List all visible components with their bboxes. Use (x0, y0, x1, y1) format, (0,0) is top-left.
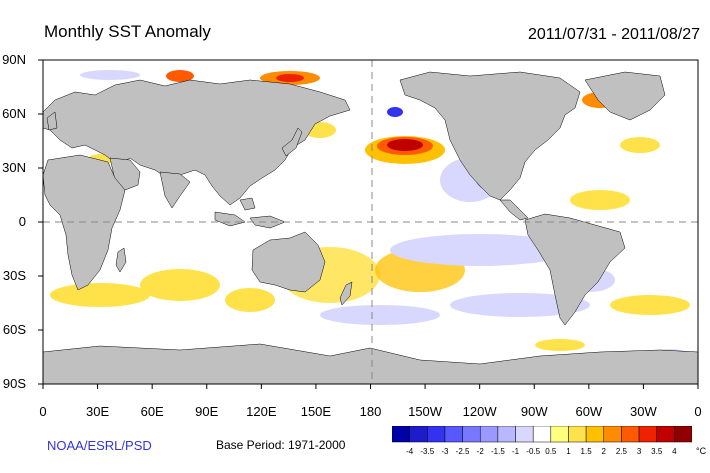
colorbar-swatch (568, 426, 587, 443)
colorbar-tick-label: -3 (441, 447, 449, 456)
colorbar-swatch (444, 426, 463, 443)
longitude-label: 180 (359, 404, 382, 419)
colorbar-swatch (674, 426, 692, 443)
colorbar-swatch (515, 426, 534, 443)
colorbar-swatch (462, 426, 481, 443)
antarctica-landmass (43, 343, 698, 384)
colorbar-swatch (392, 426, 410, 443)
colorbar-swatch (603, 426, 622, 443)
latitude-label: 90N (2, 52, 26, 67)
colorbar-tick-label: 2.5 (615, 447, 627, 456)
colorbar-swatch (638, 426, 657, 443)
north-america-landmass (399, 71, 581, 201)
colorbar-tick-label: 3.5 (651, 447, 663, 456)
madagascar (115, 247, 127, 273)
longitude-label: 120W (462, 404, 497, 419)
colorbar-swatch (550, 426, 569, 443)
colorbar-tick-label: -1 (511, 447, 520, 456)
british-isles (46, 111, 58, 131)
land-masses (43, 71, 698, 384)
longitude-label: 150W (408, 404, 443, 419)
colorbar-tick-label: -2.5 (455, 447, 470, 456)
longitude-label: 90E (195, 404, 219, 419)
longitude-label: 150E (300, 404, 332, 419)
longitude-label: 120E (246, 404, 277, 419)
colorbar (392, 426, 692, 443)
central-america (499, 199, 529, 221)
colorbar-tick-label: -1.5 (490, 447, 505, 456)
date-range: 2011/07/31 - 2011/08/27 (528, 26, 700, 43)
colorbar-swatch (656, 426, 675, 443)
colorbar-tick-label: -4 (406, 447, 414, 456)
japan-islands (281, 127, 303, 157)
colorbar-swatch (479, 426, 499, 443)
colorbar-tick-label: -0.5 (526, 447, 541, 456)
indonesia-islands (214, 197, 286, 229)
base-period: Base Period: 1971-2000 (216, 438, 346, 452)
axis-ticks (38, 59, 699, 389)
india-subcontinent (159, 171, 191, 209)
latitude-label: 0 (18, 214, 26, 229)
colorbar-tick-label: -2 (476, 447, 484, 456)
longitude-label: 90W (520, 404, 548, 419)
map-title: Monthly SST Anomaly (44, 22, 211, 41)
colorbar-tick-label: -3.5 (420, 447, 435, 456)
colorbar-tick-label: 1.5 (580, 447, 592, 456)
colorbar-swatch (427, 426, 446, 443)
data-credit: NOAA/ESRL/PSD (47, 438, 152, 453)
colorbar-swatch (409, 426, 428, 443)
colorbar-swatch (532, 426, 552, 443)
australia-landmass (251, 231, 326, 293)
eurasia-landmass (43, 79, 351, 206)
longitude-label: 0 (694, 404, 702, 419)
longitude-label: 30W (630, 404, 657, 419)
longitude-label: 0 (39, 404, 47, 419)
colorbar-swatch (621, 426, 640, 443)
latitude-label: 60N (2, 106, 26, 121)
colorbar-swatch (497, 426, 516, 443)
colorbar-tick-label: 4 (672, 447, 677, 456)
latitude-label: 90S (2, 376, 26, 391)
longitude-label: 60W (575, 404, 603, 419)
colorbar-tick-label: 1 (566, 447, 571, 456)
latitude-label: 60S (2, 322, 26, 337)
colorbar-tick-label: 0.5 (545, 447, 557, 456)
new-zealand (339, 281, 353, 306)
longitude-label: 60E (140, 404, 164, 419)
latitude-label: 30N (2, 160, 26, 175)
south-america-landmass (524, 213, 626, 326)
colorbar-tick-label: 3 (636, 447, 642, 456)
colorbar-tick-label: 2 (601, 447, 606, 456)
longitude-label: 30E (86, 404, 110, 419)
colorbar-swatch (585, 426, 605, 443)
greenland (584, 71, 666, 121)
colorbar-unit: °C (696, 446, 707, 456)
latitude-label: 30S (2, 268, 26, 283)
